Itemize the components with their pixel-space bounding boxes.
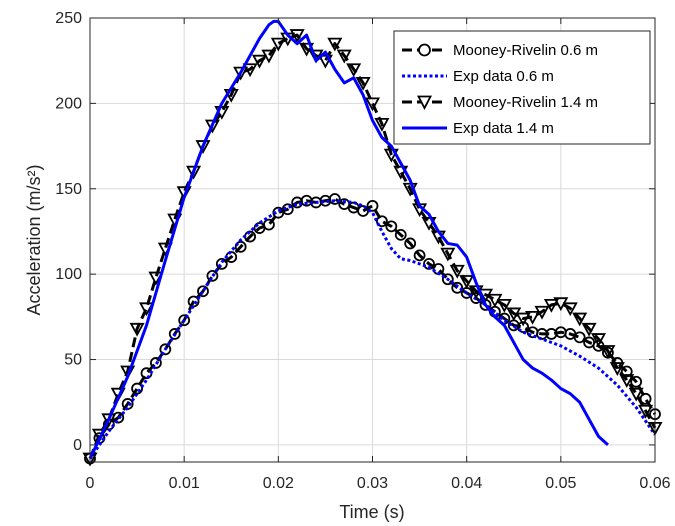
series-line <box>88 199 657 460</box>
data-point-circle <box>441 273 454 286</box>
data-point-circle <box>394 228 407 241</box>
data-point-triangle <box>590 333 607 347</box>
x-tick-label: 0 <box>86 475 95 492</box>
data-point-triangle <box>600 345 616 359</box>
data-point-circle <box>263 218 275 231</box>
series-exp-data-1-4-m <box>88 19 609 460</box>
data-point-triangle <box>449 264 465 279</box>
data-point-circle <box>451 281 464 294</box>
legend: Mooney-Rivelin 0.6 m Exp data 0.6 m Moon… <box>393 30 651 145</box>
legend-marker-circle <box>418 43 431 57</box>
y-tick-label: 0 <box>73 437 82 454</box>
data-point-triangle <box>383 148 399 163</box>
data-point-triangle <box>638 404 654 419</box>
y-tick-label: 100 <box>55 266 82 283</box>
data-point-circle <box>197 285 209 298</box>
data-point-triangle <box>515 312 531 327</box>
data-point-triangle <box>317 54 333 69</box>
data-point-triangle <box>562 302 578 317</box>
series-line <box>88 19 609 460</box>
data-point-triangle <box>195 140 211 154</box>
data-point-triangle <box>204 119 220 134</box>
data-point-circle <box>630 375 643 388</box>
y-tick-label: 250 <box>55 10 82 27</box>
legend-entry: Exp data 0.6 m <box>402 68 554 85</box>
y-tick-label: 50 <box>64 352 82 369</box>
series-layer <box>82 19 663 467</box>
legend-marker-triangle <box>417 95 432 110</box>
data-point-circle <box>573 331 586 344</box>
data-point-circle <box>413 249 426 262</box>
data-point-triangle <box>233 66 249 81</box>
data-point-circle <box>328 193 341 205</box>
x-tick-label: 0.06 <box>639 475 670 492</box>
data-point-triangle <box>364 97 381 112</box>
data-point-triangle <box>327 37 343 52</box>
legend-label: Mooney-Rivelin 0.6 m <box>453 42 598 59</box>
data-point-circle <box>168 328 181 340</box>
data-point-triangle <box>270 37 286 52</box>
data-point-triangle <box>628 387 644 402</box>
x-tick-label: 0.01 <box>169 475 200 492</box>
x-tick-label: 0.04 <box>451 475 482 492</box>
data-point-triangle <box>261 49 277 64</box>
y-axis-title: Acceleration (m/s²) <box>24 164 44 315</box>
data-point-triangle <box>336 49 352 64</box>
data-point-circle <box>517 321 530 333</box>
x-tick-label: 0.05 <box>545 475 576 492</box>
data-point-circle <box>150 357 162 369</box>
legend-label: Mooney-Rivelin 1.4 m <box>453 94 598 111</box>
data-point-triangle <box>619 374 635 388</box>
legend-entry: Mooney-Rivelin 0.6 m <box>402 42 598 59</box>
data-point-triangle <box>355 76 371 91</box>
data-point-triangle <box>609 362 625 376</box>
data-point-triangle <box>251 54 268 69</box>
data-point-triangle <box>459 275 475 289</box>
data-point-triangle <box>346 63 362 78</box>
x-tick-label: 0.03 <box>357 475 388 492</box>
legend-entry: Mooney-Rivelin 1.4 m <box>402 94 598 111</box>
data-point-circle <box>281 203 294 216</box>
ticks: 0 0.01 0.02 0.03 0.04 0.05 0.06 0 50 100 150 200 250 <box>55 10 670 492</box>
data-point-circle <box>131 382 143 395</box>
data-point-triangle <box>525 310 541 325</box>
y-tick-label: 150 <box>55 181 82 198</box>
data-point-triangle <box>496 298 512 313</box>
x-axis-title: Time (s) <box>339 502 404 522</box>
legend-entry: Exp data 1.4 m <box>402 120 554 137</box>
data-point-triangle <box>101 413 117 428</box>
data-point-circle <box>178 314 191 327</box>
data-point-triangle <box>440 247 456 262</box>
data-point-triangle <box>186 165 202 180</box>
legend-label: Exp data 0.6 m <box>453 68 554 85</box>
data-point-triangle <box>393 165 409 180</box>
y-tick-label: 200 <box>55 95 82 112</box>
data-point-triangle <box>289 29 305 43</box>
data-point-triangle <box>374 117 390 132</box>
data-point-triangle <box>129 322 145 337</box>
series-exp-data-0-6-m <box>88 199 657 460</box>
data-point-circle <box>385 220 398 233</box>
grid <box>89 17 656 462</box>
data-point-triangle <box>572 312 588 327</box>
data-point-triangle <box>534 305 550 320</box>
data-point-triangle <box>138 302 155 317</box>
data-point-triangle <box>421 217 437 231</box>
data-point-triangle <box>299 42 315 57</box>
data-point-circle <box>206 269 219 282</box>
data-point-circle <box>366 199 379 212</box>
data-point-triangle <box>242 63 258 78</box>
data-point-circle <box>215 258 228 270</box>
data-point-triangle <box>581 322 597 337</box>
legend-label: Exp data 1.4 m <box>453 120 554 137</box>
data-point-triangle <box>543 298 559 313</box>
data-point-circle <box>159 343 172 356</box>
x-tick-label: 0.02 <box>263 475 294 492</box>
data-point-circle <box>376 215 388 228</box>
data-point-circle <box>404 237 417 250</box>
